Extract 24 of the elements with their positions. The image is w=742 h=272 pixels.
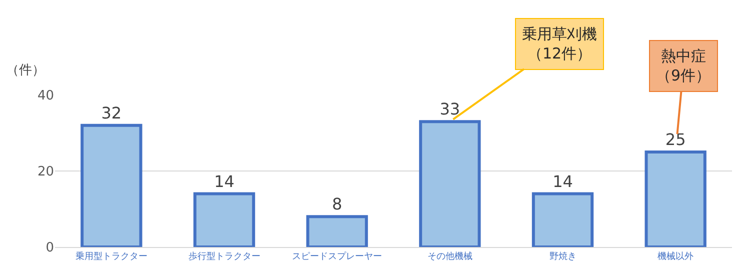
- x-tick-label: スピードスプレーヤー: [292, 250, 382, 262]
- data-label: 25: [665, 130, 686, 149]
- data-label: 14: [552, 172, 573, 191]
- bar: [193, 192, 256, 247]
- bar: [532, 192, 594, 247]
- data-label: 14: [214, 172, 234, 191]
- x-tick-label: 機械以外: [658, 250, 694, 262]
- annotation: 熱中症（9件）: [656, 47, 711, 84]
- data-label: 8: [332, 194, 342, 214]
- bar: [306, 215, 368, 247]
- y-tick-label: 40: [37, 88, 54, 104]
- x-tick-label: その他機械: [427, 250, 472, 262]
- data-label: 32: [101, 103, 122, 122]
- bar: [80, 124, 142, 247]
- y-axis-title: （件）: [6, 63, 45, 78]
- data-label: 33: [440, 100, 460, 119]
- x-tick-label: 野焼き: [549, 250, 576, 262]
- x-tick-label: 歩行型トラクター: [188, 250, 260, 262]
- y-tick-label: 20: [37, 164, 54, 180]
- annotation: 乗用草刈機（12件）: [522, 25, 597, 62]
- bar: [644, 150, 706, 247]
- bar: [419, 120, 481, 247]
- y-tick-label: 0: [46, 240, 54, 256]
- x-tick-label: 乗用型トラクター: [75, 250, 148, 262]
